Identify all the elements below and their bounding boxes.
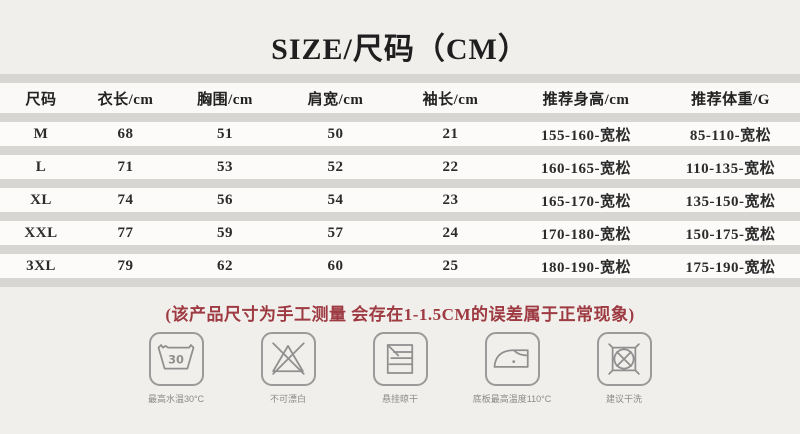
cell-size: XL <box>30 191 52 208</box>
table-row-l: L 71 53 52 22 160-165-宽松 110-135-宽松 <box>0 155 800 179</box>
cell-length: 71 <box>117 158 134 175</box>
care-label: 建议干洗 <box>605 394 642 404</box>
cell-bust: 51 <box>217 125 233 142</box>
cell-length: 68 <box>117 125 134 142</box>
cell-weight: 175-190-宽松 <box>685 259 776 276</box>
column-header-weight: 推荐体重/G <box>691 91 770 108</box>
size-table: 尺码 衣长/cm 胸围/cm 肩宽/cm 袖长/cm 推荐身高/cm 推荐体重/… <box>0 74 800 287</box>
care-label: 悬挂晾干 <box>381 394 418 404</box>
column-header-length: 衣长/cm <box>97 91 154 108</box>
cell-height: 160-165-宽松 <box>541 160 631 177</box>
cell-bust: 56 <box>217 191 233 208</box>
cell-height: 155-160-宽松 <box>541 127 631 144</box>
cell-bust: 53 <box>217 158 233 175</box>
cell-size: 3XL <box>26 257 56 274</box>
cell-bust: 59 <box>217 224 233 241</box>
cell-length: 77 <box>117 224 134 241</box>
cell-size: XXL <box>24 224 58 241</box>
cell-length: 79 <box>117 257 134 274</box>
cell-shoulder: 50 <box>327 125 344 142</box>
dry-clean-icon <box>596 332 652 386</box>
care-label: 底板最高温度110°C <box>472 394 552 404</box>
care-instructions: 30 最高水温30°C 不可漂白 <box>0 332 800 405</box>
iron-110-icon <box>484 332 540 386</box>
cell-height: 170-180-宽松 <box>541 226 631 243</box>
cell-sleeve: 24 <box>442 224 459 241</box>
cell-shoulder: 52 <box>327 158 344 175</box>
column-header-height: 推荐身高/cm <box>542 91 630 108</box>
care-item-bleach: 不可漂白 <box>243 332 333 405</box>
cell-shoulder: 57 <box>327 224 344 241</box>
care-item-dry: 悬挂晾干 <box>355 332 445 405</box>
cell-sleeve: 22 <box>442 158 459 175</box>
care-item-wash: 30 最高水温30°C <box>131 332 221 405</box>
cell-shoulder: 54 <box>327 191 344 208</box>
cell-bust: 62 <box>217 257 233 274</box>
table-row-xxl: XXL 77 59 57 24 170-180-宽松 150-175-宽松 <box>0 221 800 245</box>
care-item-iron: 底板最高温度110°C <box>467 332 557 405</box>
cell-weight: 150-175-宽松 <box>685 226 776 243</box>
hang-dry-icon <box>372 332 428 386</box>
cell-shoulder: 60 <box>327 257 344 274</box>
cell-weight: 85-110-宽松 <box>689 127 772 144</box>
care-item-dryclean: 建议干洗 <box>579 332 669 405</box>
cell-weight: 110-135-宽松 <box>685 160 776 177</box>
cell-height: 165-170-宽松 <box>541 193 631 210</box>
cell-height: 180-190-宽松 <box>541 259 631 276</box>
table-row-m: M 68 51 50 21 155-160-宽松 85-110-宽松 <box>0 122 800 146</box>
cell-sleeve: 25 <box>442 257 459 274</box>
cell-size: L <box>35 158 47 175</box>
column-header-shoulder: 肩宽/cm <box>307 91 364 108</box>
no-bleach-icon <box>260 332 316 386</box>
cell-size: M <box>33 125 49 142</box>
svg-text:30: 30 <box>168 352 184 366</box>
wash-30-icon: 30 <box>148 332 204 386</box>
cell-sleeve: 21 <box>442 125 459 142</box>
cell-length: 74 <box>117 191 134 208</box>
cell-sleeve: 23 <box>442 191 459 208</box>
measurement-note: (该产品尺寸为手工测量 会存在1-1.5CM的误差属于正常现象) <box>165 305 635 324</box>
table-header-row: 尺码 衣长/cm 胸围/cm 肩宽/cm 袖长/cm 推荐身高/cm 推荐体重/… <box>0 83 800 113</box>
table-row-3xl: 3XL 79 62 60 25 180-190-宽松 175-190-宽松 <box>0 254 800 278</box>
column-header-bust: 胸围/cm <box>197 91 253 108</box>
cell-weight: 135-150-宽松 <box>685 193 776 210</box>
column-header-size: 尺码 <box>25 91 57 108</box>
care-label: 不可漂白 <box>269 394 306 404</box>
page-title: SIZE/尺码（CM） <box>271 33 529 66</box>
column-header-sleeve: 袖长/cm <box>422 91 479 108</box>
table-row-xl: XL 74 56 54 23 165-170-宽松 135-150-宽松 <box>0 188 800 212</box>
care-label: 最高水温30°C <box>147 394 205 404</box>
